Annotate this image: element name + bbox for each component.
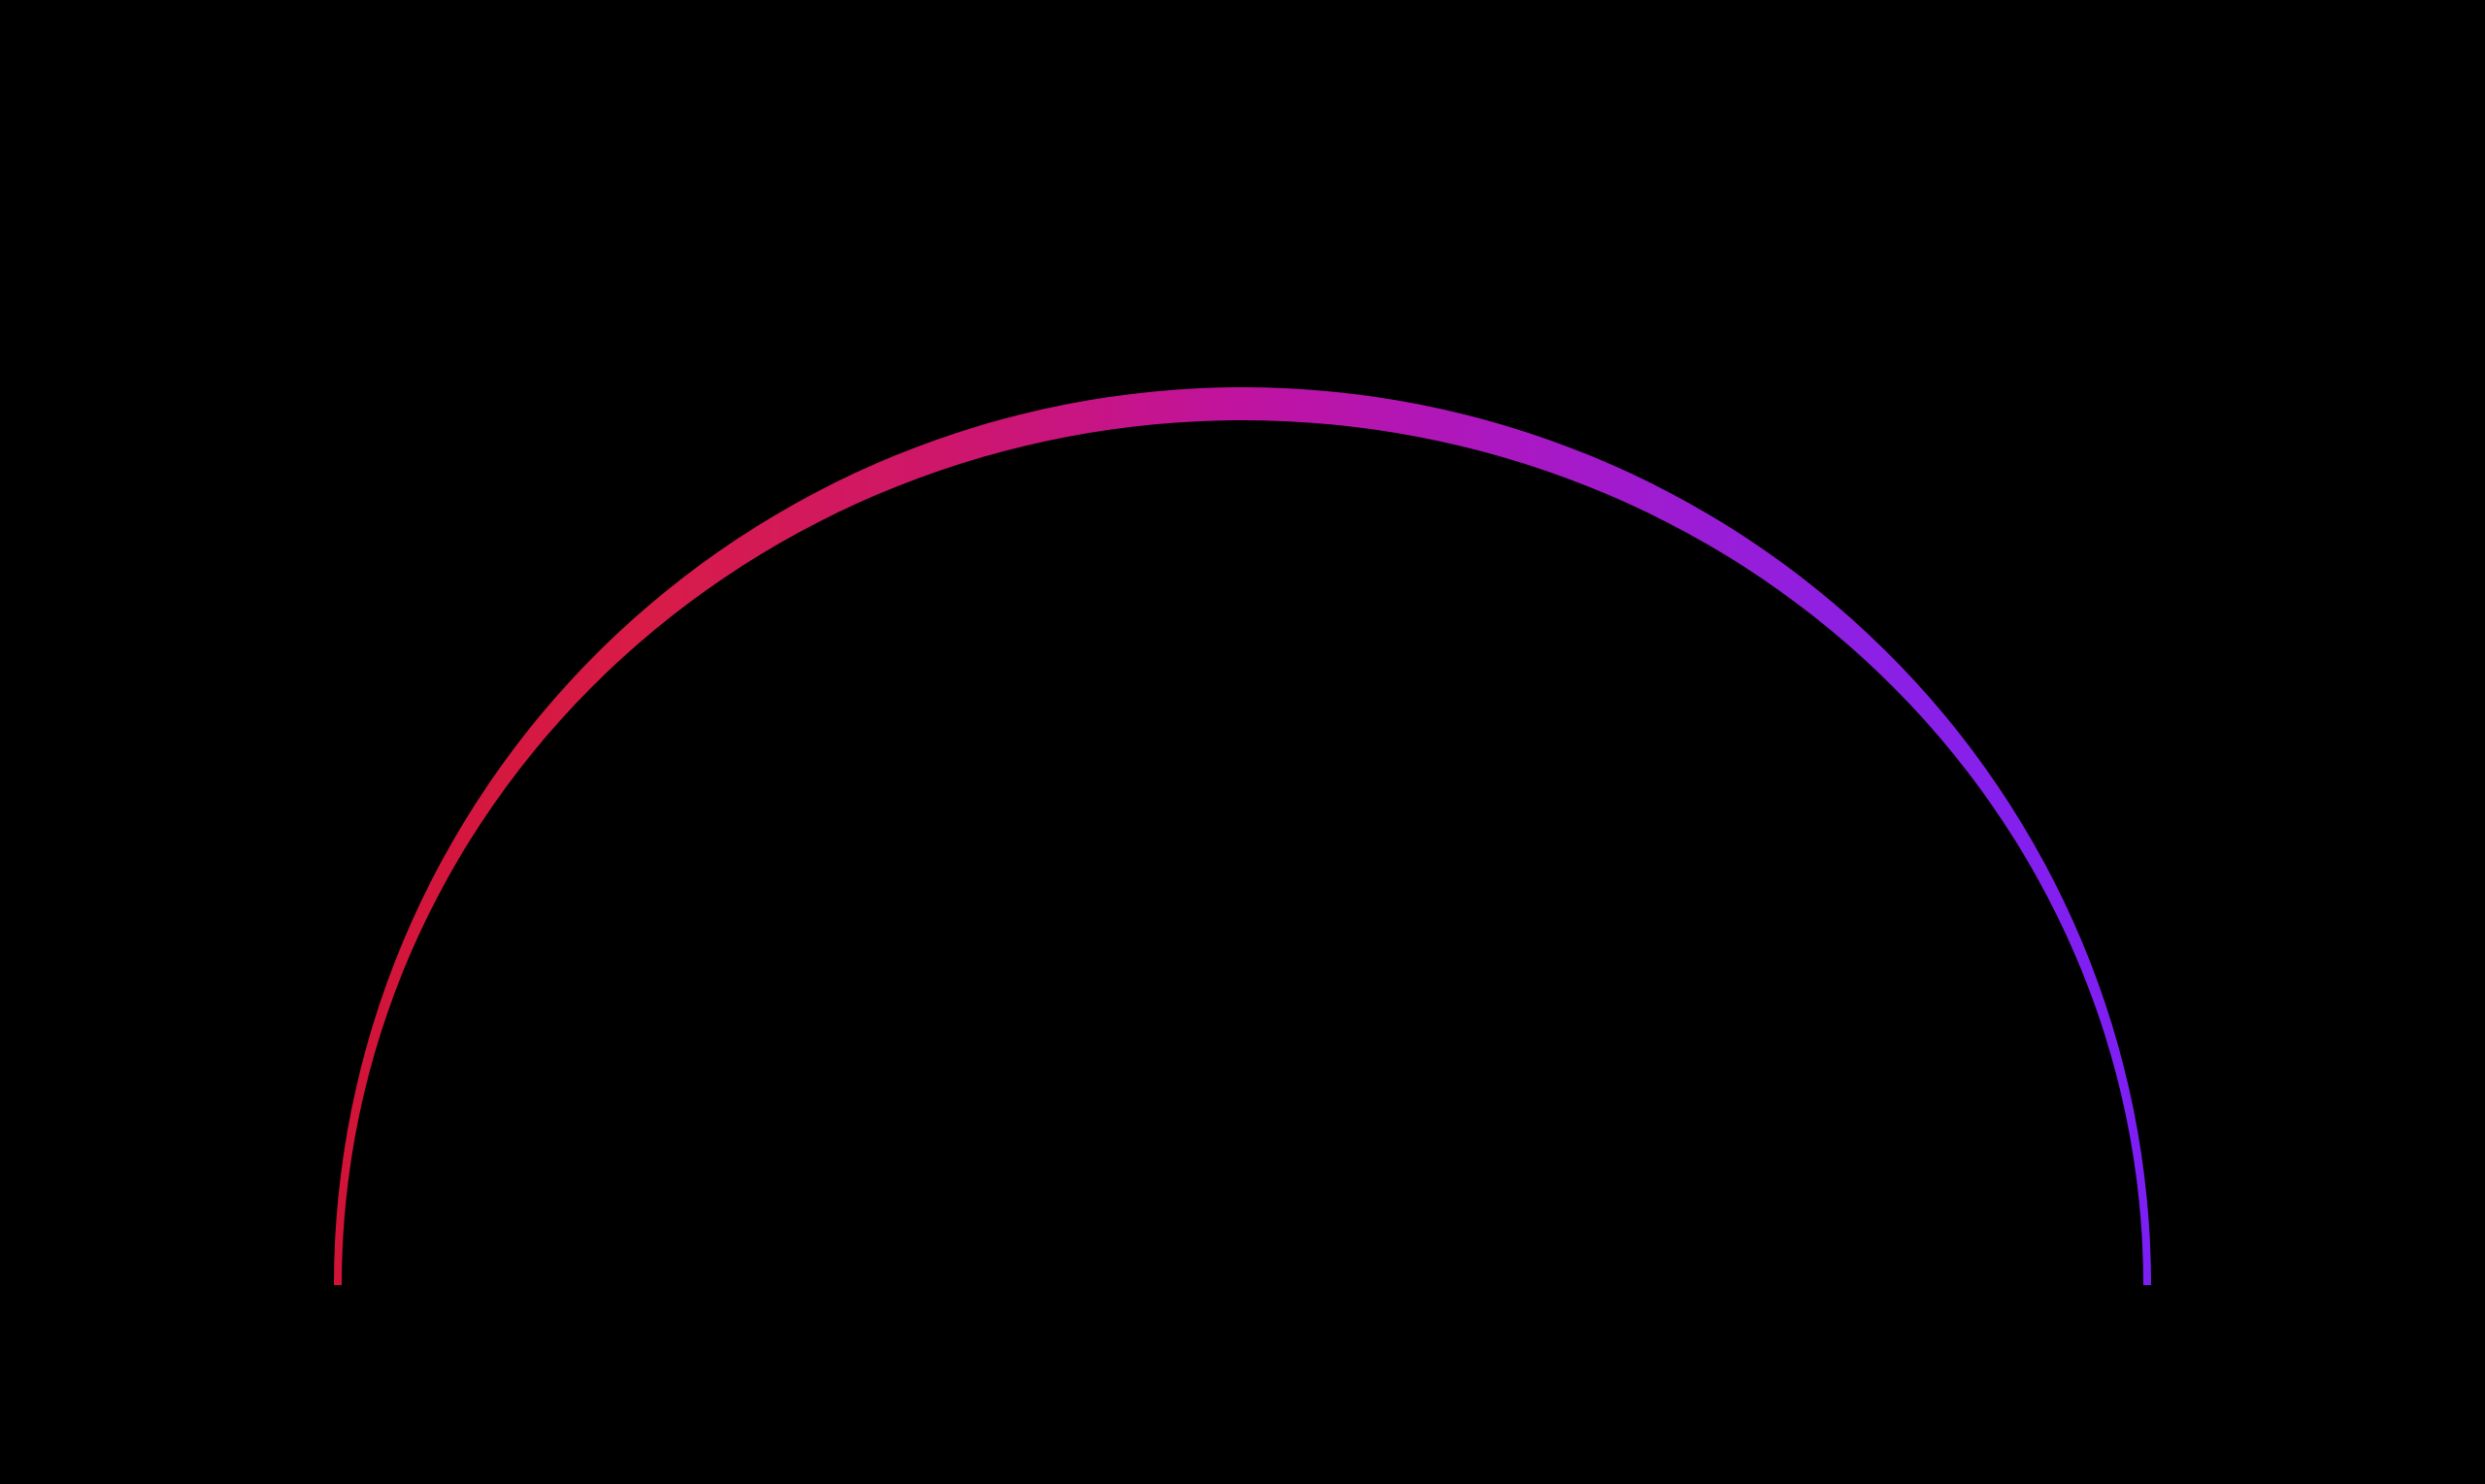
gradient-arc — [334, 387, 2151, 1285]
